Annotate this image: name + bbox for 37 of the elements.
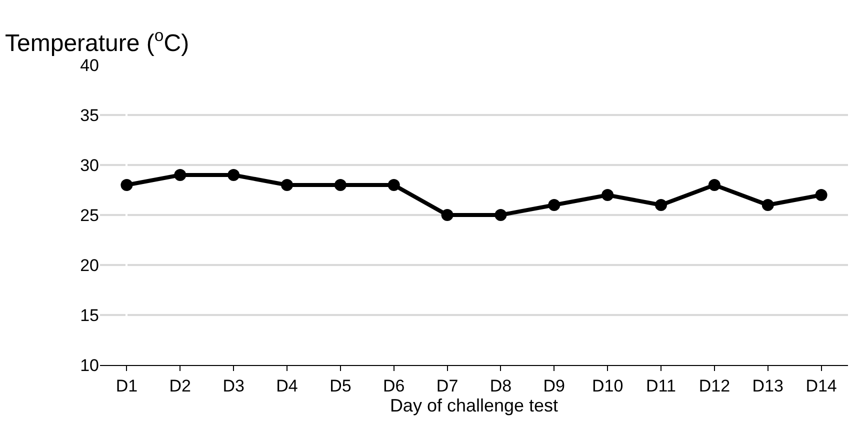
x-tick-label: D2 bbox=[169, 376, 192, 396]
x-tick-label: D14 bbox=[806, 376, 837, 396]
point bbox=[120, 179, 133, 191]
x-tick-label: D7 bbox=[436, 376, 458, 396]
x-tick-label: D8 bbox=[490, 376, 512, 396]
x-tick-label: D11 bbox=[646, 376, 676, 396]
point bbox=[441, 209, 454, 221]
point bbox=[228, 169, 240, 181]
y-tick-label: 25 bbox=[80, 206, 99, 225]
x-tick-label: D5 bbox=[330, 376, 352, 396]
point bbox=[762, 199, 774, 211]
y-tick-label: 40 bbox=[80, 56, 99, 75]
y-tick-label: 30 bbox=[80, 156, 99, 175]
x-tick-label: D12 bbox=[698, 376, 730, 396]
point bbox=[815, 189, 828, 201]
x-tick-label: D3 bbox=[222, 376, 244, 396]
point bbox=[655, 199, 667, 211]
x-axis-title: Day of challenge test bbox=[390, 396, 558, 416]
x-tick-label: D9 bbox=[543, 376, 566, 396]
point bbox=[708, 179, 720, 191]
y-tick-label: 20 bbox=[80, 256, 99, 275]
point bbox=[602, 189, 614, 201]
y-tick-label: 15 bbox=[80, 306, 99, 325]
y-axis-title: Temperature ($^{o}$C) bbox=[5, 26, 190, 58]
x-tick-label: D4 bbox=[276, 376, 298, 396]
point bbox=[494, 209, 507, 221]
x-tick-label: D10 bbox=[592, 376, 624, 396]
y-tick-label: 10 bbox=[80, 356, 99, 375]
y-tick-label: 35 bbox=[80, 106, 99, 125]
x-tick-label: D13 bbox=[752, 376, 784, 396]
point bbox=[334, 179, 346, 191]
x-tick-label: D6 bbox=[382, 376, 405, 396]
point bbox=[388, 179, 400, 191]
x-tick-label: D1 bbox=[116, 376, 138, 396]
point bbox=[174, 169, 186, 181]
point bbox=[281, 179, 293, 191]
point bbox=[548, 199, 560, 211]
